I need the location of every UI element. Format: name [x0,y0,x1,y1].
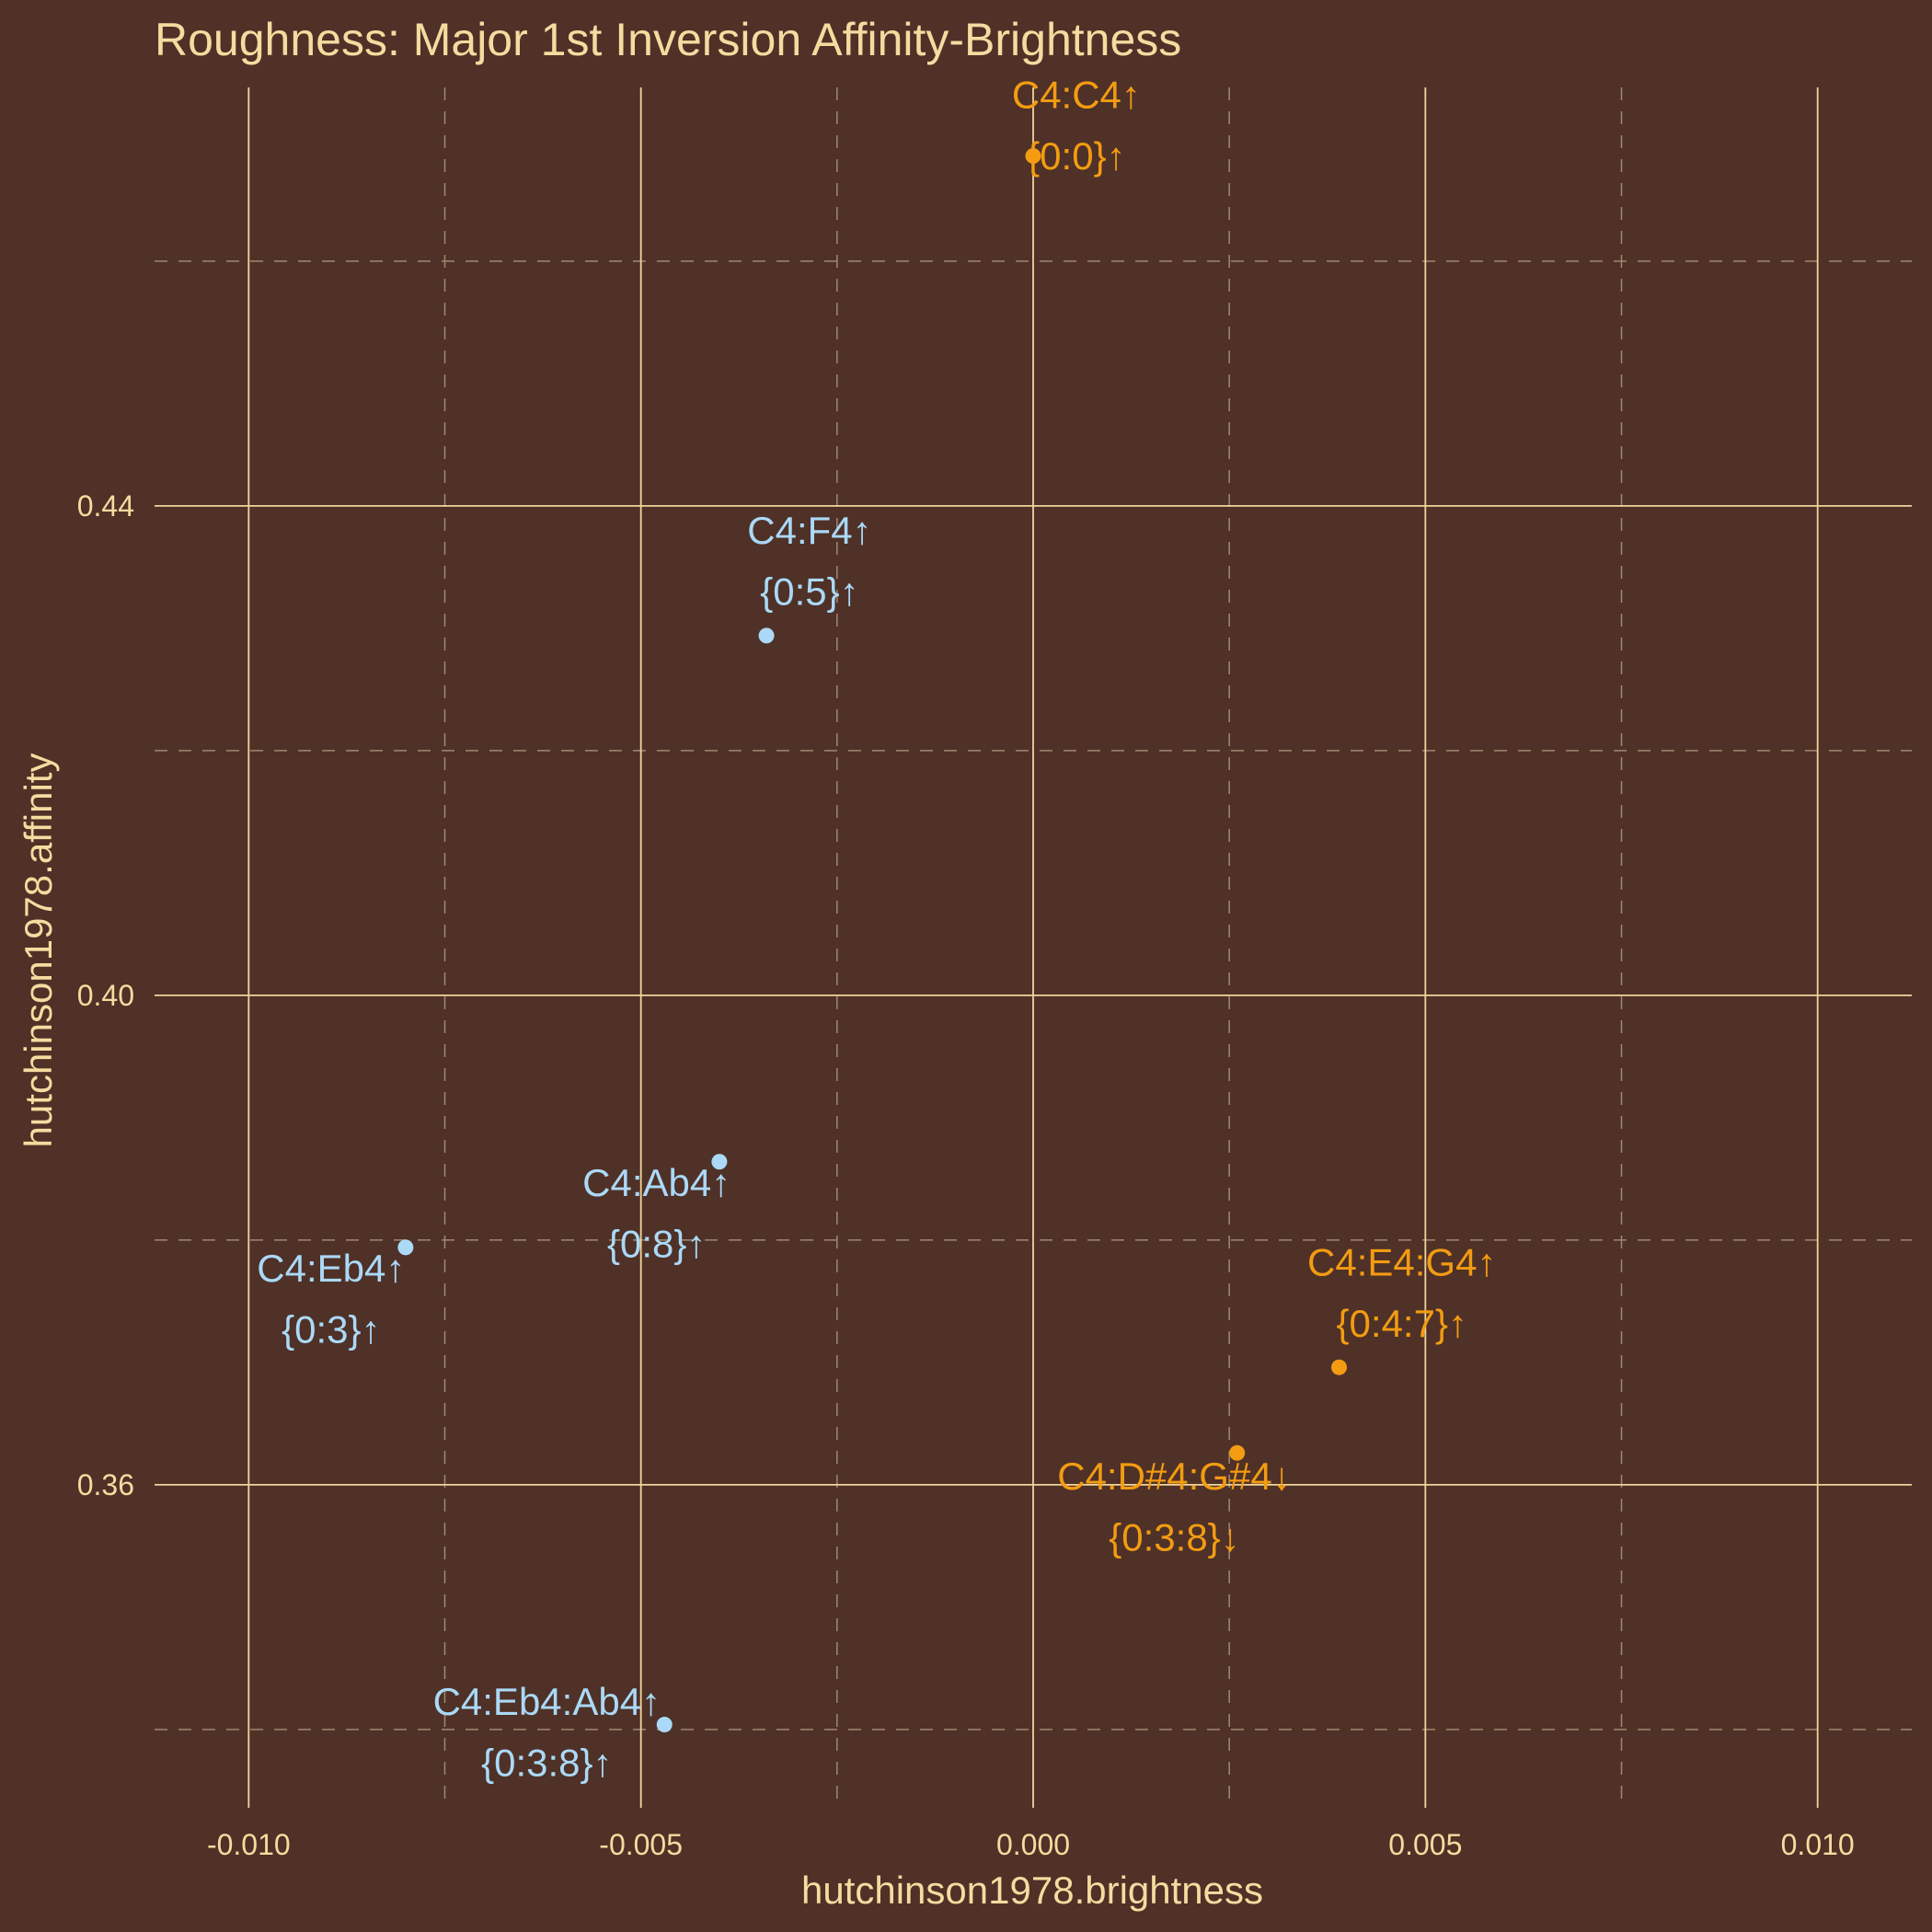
x-tick-label: 0.005 [1388,1828,1462,1861]
point-label-set: {0:5}↑ [760,570,858,614]
y-tick-label: 0.44 [77,489,134,523]
x-tick-label: 0.010 [1781,1828,1855,1861]
y-tick-label: 0.40 [77,979,134,1012]
point-label-chord: C4:Eb4↑ [257,1247,405,1290]
point-label-set: {0:3:8}↑ [481,1741,612,1784]
data-point [711,1154,728,1170]
minor-gridlines [155,87,1912,1808]
data-point [1229,1444,1246,1461]
y-axis-title: hutchinson1978.affinity [17,753,60,1148]
point-label-set: {0:0}↑ [1027,134,1125,178]
point-label-chord: C4:Ab4↑ [582,1161,730,1204]
point-label-chord: C4:Eb4:Ab4↑ [433,1680,661,1723]
chart-title: Roughness: Major 1st Inversion Affinity-… [155,14,1181,65]
point-labels: C4:C4↑ {0:0}↑ C4:F4↑ {0:5}↑ C4:Ab4↑ {0:8}↑ C4:… [257,74,1496,1785]
major-gridlines [155,87,1912,1808]
x-tick-label: 0.000 [996,1828,1070,1861]
x-axis-title: hutchinson1978.brightness [801,1869,1263,1912]
x-tick-label: -0.005 [599,1828,683,1861]
data-point [1025,147,1041,164]
x-tick-label: -0.010 [207,1828,291,1861]
data-point [758,627,775,644]
data-points [397,147,1348,1733]
y-axis-ticks: 0.36 0.40 0.44 [77,489,134,1501]
point-label-chord: C4:E4:G4↑ [1307,1240,1496,1283]
point-label-chord: C4:D#4:G#4↓ [1057,1455,1291,1498]
point-label-set: {0:3}↑ [282,1308,380,1351]
point-label-set: {0:4:7}↑ [1337,1302,1467,1345]
data-point [656,1717,673,1733]
x-axis-ticks: -0.010 -0.005 0.000 0.005 0.010 [207,1828,1855,1861]
point-label-set: {0:8}↑ [607,1222,706,1265]
data-point [1331,1359,1348,1375]
data-point [397,1239,414,1256]
point-label-chord: C4:F4↑ [747,509,871,552]
point-label-set: {0:3:8}↓ [1109,1516,1239,1559]
y-tick-label: 0.36 [77,1468,134,1501]
point-label-chord: C4:C4↑ [1012,74,1141,117]
